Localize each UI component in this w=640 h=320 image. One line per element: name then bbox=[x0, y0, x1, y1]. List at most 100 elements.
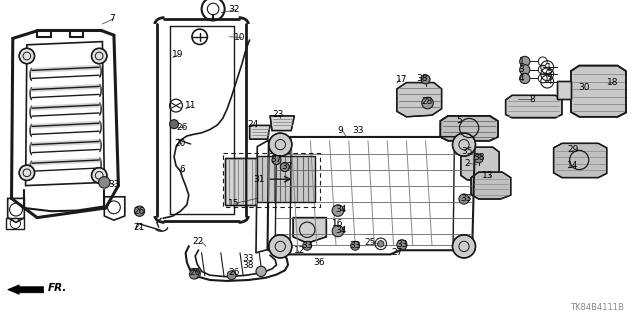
Circle shape bbox=[19, 48, 35, 64]
Circle shape bbox=[520, 65, 530, 75]
Circle shape bbox=[452, 133, 476, 156]
Circle shape bbox=[227, 271, 236, 280]
Text: 33: 33 bbox=[108, 180, 120, 189]
Circle shape bbox=[421, 75, 430, 84]
Circle shape bbox=[269, 235, 292, 258]
Text: 23: 23 bbox=[273, 110, 284, 119]
Text: 33: 33 bbox=[243, 254, 254, 263]
Polygon shape bbox=[225, 158, 256, 205]
Text: 34: 34 bbox=[335, 205, 346, 214]
Text: 17: 17 bbox=[396, 75, 408, 84]
Text: 11: 11 bbox=[185, 101, 196, 110]
Text: 1: 1 bbox=[547, 63, 552, 72]
Text: 7: 7 bbox=[109, 14, 115, 23]
Text: 12: 12 bbox=[294, 246, 305, 255]
Text: 16: 16 bbox=[332, 220, 344, 228]
Circle shape bbox=[272, 156, 281, 164]
Circle shape bbox=[452, 235, 476, 258]
Text: 4: 4 bbox=[519, 74, 524, 83]
Circle shape bbox=[280, 163, 289, 172]
Circle shape bbox=[332, 205, 344, 216]
Polygon shape bbox=[506, 95, 562, 118]
Text: 14: 14 bbox=[567, 161, 579, 170]
Circle shape bbox=[459, 194, 469, 204]
Circle shape bbox=[303, 241, 312, 250]
Circle shape bbox=[378, 241, 384, 247]
Text: 30: 30 bbox=[578, 83, 589, 92]
Polygon shape bbox=[557, 81, 571, 99]
Circle shape bbox=[351, 241, 360, 250]
Text: 10: 10 bbox=[234, 33, 246, 42]
Polygon shape bbox=[250, 125, 270, 139]
Text: 8: 8 bbox=[530, 95, 535, 104]
Text: TK84B4111B: TK84B4111B bbox=[570, 303, 624, 312]
Text: 15: 15 bbox=[228, 199, 239, 208]
Text: 13: 13 bbox=[482, 171, 493, 180]
FancyBboxPatch shape bbox=[257, 156, 315, 202]
Circle shape bbox=[190, 268, 200, 279]
Circle shape bbox=[92, 168, 107, 183]
Polygon shape bbox=[461, 147, 499, 180]
Polygon shape bbox=[571, 66, 626, 117]
Polygon shape bbox=[554, 143, 607, 178]
Text: 9: 9 bbox=[338, 126, 343, 135]
Circle shape bbox=[520, 56, 530, 67]
Circle shape bbox=[520, 73, 530, 84]
Text: 22: 22 bbox=[193, 237, 204, 246]
Text: 33: 33 bbox=[460, 194, 472, 203]
Text: 38: 38 bbox=[417, 74, 428, 83]
Polygon shape bbox=[8, 285, 44, 294]
Text: 32: 32 bbox=[228, 5, 239, 14]
Text: 26: 26 bbox=[189, 268, 201, 277]
Polygon shape bbox=[440, 116, 498, 141]
Text: 29: 29 bbox=[567, 145, 579, 154]
Circle shape bbox=[170, 120, 179, 129]
Text: 33: 33 bbox=[349, 241, 361, 250]
Text: 24: 24 bbox=[247, 120, 259, 129]
Text: 27: 27 bbox=[391, 248, 403, 257]
Text: 37: 37 bbox=[281, 162, 292, 171]
Text: 20: 20 bbox=[175, 139, 186, 148]
Text: 33: 33 bbox=[301, 241, 313, 250]
Polygon shape bbox=[397, 83, 442, 117]
Text: 28: 28 bbox=[422, 97, 433, 106]
Text: 26: 26 bbox=[177, 123, 188, 132]
Text: 5: 5 bbox=[457, 116, 462, 125]
Text: 33: 33 bbox=[353, 126, 364, 135]
Text: 4: 4 bbox=[547, 77, 552, 86]
Polygon shape bbox=[293, 218, 326, 243]
Text: 31: 31 bbox=[253, 175, 265, 184]
Text: 33: 33 bbox=[396, 240, 408, 249]
Circle shape bbox=[474, 154, 483, 163]
Text: 6: 6 bbox=[180, 165, 185, 174]
Text: 25: 25 bbox=[364, 238, 376, 247]
Circle shape bbox=[99, 177, 110, 188]
Text: 37: 37 bbox=[271, 155, 282, 164]
Text: 26: 26 bbox=[134, 207, 145, 216]
Text: 3: 3 bbox=[519, 65, 524, 74]
Text: 21: 21 bbox=[134, 223, 145, 232]
Circle shape bbox=[422, 97, 433, 109]
Text: 38: 38 bbox=[473, 153, 484, 162]
Circle shape bbox=[397, 240, 407, 250]
Text: 2: 2 bbox=[465, 159, 470, 168]
Circle shape bbox=[189, 270, 198, 279]
Circle shape bbox=[134, 206, 145, 216]
Text: 18: 18 bbox=[607, 78, 619, 87]
Text: 38: 38 bbox=[243, 261, 254, 270]
Text: 35: 35 bbox=[461, 147, 473, 156]
Text: 1: 1 bbox=[519, 57, 524, 66]
Text: FR.: FR. bbox=[48, 283, 67, 293]
Polygon shape bbox=[270, 116, 294, 131]
Circle shape bbox=[332, 225, 344, 237]
Circle shape bbox=[92, 48, 107, 64]
Circle shape bbox=[19, 165, 35, 180]
Polygon shape bbox=[471, 172, 511, 199]
Circle shape bbox=[256, 266, 266, 276]
Text: 3: 3 bbox=[547, 70, 552, 79]
Text: 36: 36 bbox=[313, 258, 324, 267]
Circle shape bbox=[269, 133, 292, 156]
Text: 19: 19 bbox=[172, 50, 184, 59]
Text: 26: 26 bbox=[228, 268, 239, 277]
Text: 34: 34 bbox=[335, 226, 346, 235]
